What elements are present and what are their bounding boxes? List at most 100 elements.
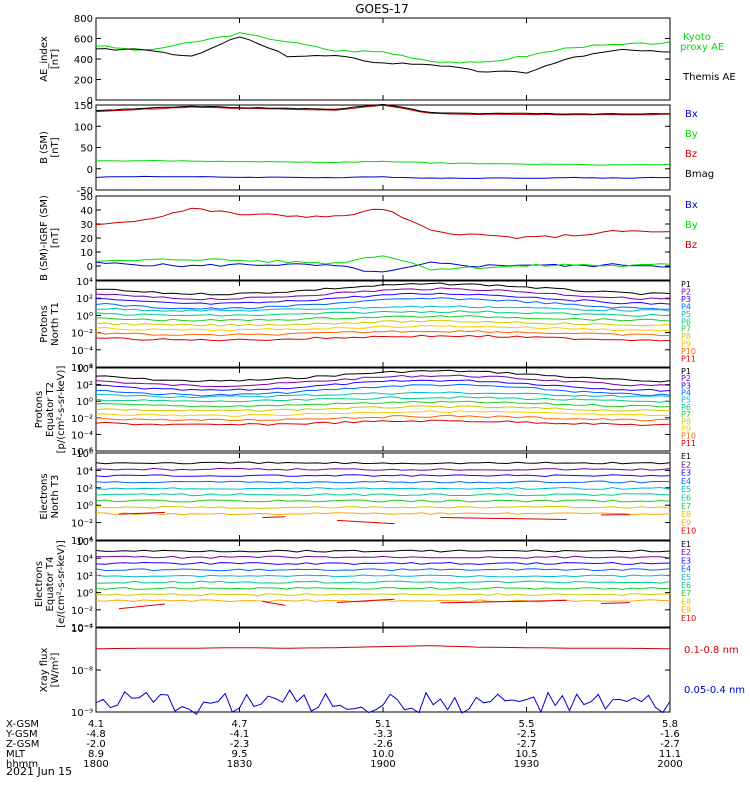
channel-line xyxy=(95,297,671,310)
y-tick-label: 10⁻⁶ xyxy=(71,447,93,458)
y-axis-label: AE_index xyxy=(39,36,50,82)
channel-line xyxy=(95,310,671,317)
orbit-value: -4.8 xyxy=(86,729,106,740)
channel-line xyxy=(95,391,671,399)
channel-line xyxy=(95,405,671,412)
y-tick-label: 10² xyxy=(76,294,93,305)
y-tick-label: 10⁻⁴ xyxy=(71,430,93,441)
y-axis-label: Protons xyxy=(34,391,45,428)
legend-label: E6 xyxy=(681,581,691,590)
panel-4: Protons North T110⁴10²10⁰10⁻²10⁻⁴10⁻⁶P1P2… xyxy=(39,277,696,374)
legend-label: P9 xyxy=(681,424,691,433)
channel-line xyxy=(95,505,671,509)
legend-label: E9 xyxy=(681,606,691,615)
orbit-value: 1830 xyxy=(227,759,252,770)
channel-line xyxy=(95,319,671,327)
channel-line xyxy=(95,574,671,578)
panel-3: B (SM)-IGRF (SM) [nT] 0 10 20 30 40 50 Bx By Bz xyxy=(39,192,698,281)
channel-line xyxy=(95,486,671,490)
y-tick-label: 10⁻⁶ xyxy=(71,363,93,374)
y-axis-label: [W/m²] xyxy=(50,652,61,687)
orbit-value: 4.1 xyxy=(88,719,104,730)
legend-label: P2 xyxy=(681,374,691,383)
y-tick-label: 10⁰ xyxy=(76,589,93,600)
series-line xyxy=(95,689,671,716)
y-axis-label: Equator T4 xyxy=(45,557,56,612)
y-tick-label: 150 xyxy=(74,101,93,112)
legend-label: E5 xyxy=(681,485,691,494)
channel-line xyxy=(440,516,567,520)
legend-label: Bz xyxy=(685,149,697,160)
legend-label: P11 xyxy=(681,355,696,364)
channel-line xyxy=(95,586,671,590)
y-tick-label: 10⁰ xyxy=(76,311,93,322)
legend-label: 0.05-0.4 nm xyxy=(684,685,745,696)
y-tick-label: 10² xyxy=(76,484,93,495)
y-tick-label: 40 xyxy=(80,206,93,217)
y-axis-label: B (SM)-IGRF (SM) xyxy=(39,195,50,281)
y-tick-label: 20 xyxy=(80,234,93,245)
legend-label: Bmag xyxy=(685,169,714,180)
legend-label: 0.1-0.8 nm xyxy=(684,645,739,656)
panel-frame xyxy=(95,195,671,281)
legend-label: P10 xyxy=(681,432,696,441)
channel-line xyxy=(95,315,671,322)
y-tick-label: 800 xyxy=(74,14,93,25)
channel-line xyxy=(337,519,395,525)
channel-line xyxy=(95,480,671,484)
orbit-value: 4.7 xyxy=(232,719,248,730)
y-tick-label: 10⁻² xyxy=(71,519,93,530)
channel-line xyxy=(95,282,671,296)
channel-line xyxy=(95,379,671,392)
legend-label: E8 xyxy=(681,510,691,519)
channel-line xyxy=(95,499,671,503)
y-axis-label: [e/(cm²-s-sr-keV)] xyxy=(56,540,67,628)
orbit-value: 5.1 xyxy=(375,719,391,730)
y-tick-label: 10⁻⁴ xyxy=(71,623,93,634)
y-axis-label: Equator T2 xyxy=(45,382,56,437)
legend-label: P6 xyxy=(681,317,691,326)
orbit-value: 2000 xyxy=(657,759,682,770)
legend-label: P5 xyxy=(681,396,691,405)
channel-line xyxy=(95,561,671,565)
y-tick-label: 10⁰ xyxy=(76,397,93,408)
orbit-row-label: hhmm xyxy=(6,759,38,770)
y-tick-label: 10⁰ xyxy=(76,501,93,512)
legend-label: E4 xyxy=(681,477,691,486)
y-tick-label: 0 xyxy=(87,165,93,176)
legend-label: E10 xyxy=(681,527,696,536)
channel-line xyxy=(95,410,671,417)
legend-label: E10 xyxy=(681,614,696,623)
channel-line xyxy=(95,568,671,572)
y-tick-label: 600 xyxy=(74,35,93,46)
y-axis-label: Electrons xyxy=(39,473,50,519)
orbit-value: 9.5 xyxy=(232,749,248,760)
orbit-row-label: Y-GSM xyxy=(5,729,38,740)
legend-label: E2 xyxy=(681,460,691,469)
legend-label: P9 xyxy=(681,340,691,349)
y-tick-label: 50 xyxy=(80,144,93,155)
y-tick-label: 10⁶ xyxy=(76,537,93,548)
y-tick-label: 10⁴ xyxy=(76,554,93,565)
y-tick-label: 0 xyxy=(87,96,93,107)
legend-label: E4 xyxy=(681,565,691,574)
y-tick-label: -50 xyxy=(77,186,93,197)
channel-line xyxy=(95,467,671,471)
orbit-value: -2.7 xyxy=(660,739,680,750)
legend-label: P7 xyxy=(681,410,691,419)
y-tick-label: 10⁴ xyxy=(76,364,93,375)
channel-line xyxy=(95,369,671,383)
y-tick-label: 10² xyxy=(76,381,93,392)
series-line xyxy=(95,159,671,166)
orbit-value: -4.1 xyxy=(230,729,250,740)
y-axis-label: [p/(cm²-s-sr-keV)] xyxy=(56,366,67,454)
y-axis-label: North T3 xyxy=(50,475,61,519)
y-axis-label: B (SM) xyxy=(39,131,50,164)
legend-label: Bx xyxy=(685,200,698,211)
legend-label: P3 xyxy=(681,295,691,304)
orbit-value: 10.0 xyxy=(372,749,394,760)
y-axis-label: [nT] xyxy=(50,49,61,69)
y-tick-label: 10⁻² xyxy=(71,414,93,425)
